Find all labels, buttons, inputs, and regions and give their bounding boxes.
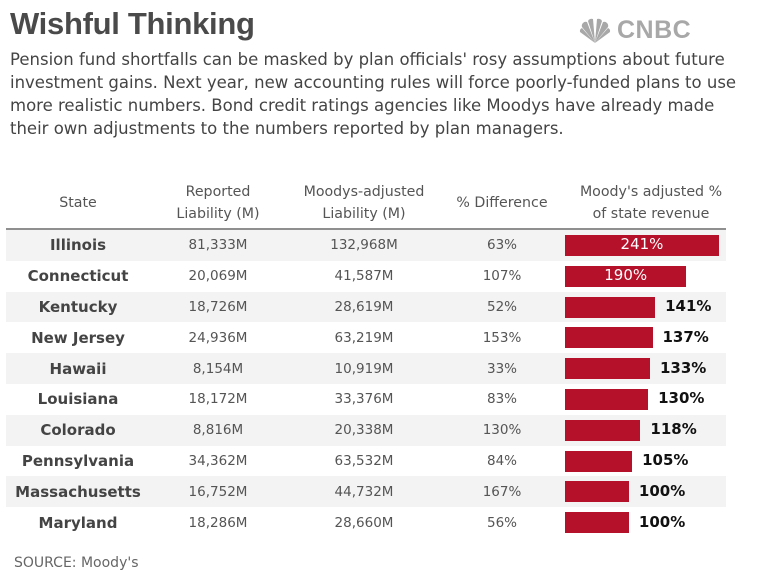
reported-value: 8,816M [192, 422, 244, 439]
revenue-label: 133% [660, 358, 707, 377]
adjusted-value: 63,532M [334, 453, 394, 469]
diff-value: 52% [486, 299, 517, 315]
column-header-line: Reported [185, 184, 251, 200]
revenue-bar [565, 296, 656, 318]
revenue-bar [565, 265, 687, 287]
reported-value: 8,154M [192, 360, 244, 377]
state-name: Massachusetts [15, 482, 141, 501]
revenue-label: 130% [658, 389, 705, 408]
revenue-bar [565, 481, 629, 503]
state-name: Illinois [49, 236, 107, 255]
revenue-bar [565, 234, 719, 256]
revenue-bar [565, 450, 633, 472]
state-name: Kentucky [38, 298, 118, 316]
nbc-peacock-icon [579, 18, 611, 43]
column-header: Moodys-adjusted Liability (M) [284, 181, 444, 225]
revenue-bar [565, 327, 653, 349]
column-header-line: Moody's adjusted % [579, 184, 723, 200]
column-header-line: Liability (M) [176, 206, 260, 222]
diff-value: 83% [486, 391, 517, 408]
column-header-line: of state revenue [592, 206, 710, 222]
revenue-bar [565, 512, 629, 534]
column-header-line: Moodys-adjusted [303, 184, 425, 200]
diff-value: 84% [486, 453, 517, 469]
diff-value: 33% [486, 360, 517, 377]
column-header: Moody's adjusted % of state revenue [556, 181, 746, 225]
revenue-label: 118% [650, 420, 697, 439]
diff-value: 153% [482, 329, 522, 346]
column-header: State [3, 192, 153, 214]
state-name: Colorado [40, 421, 116, 440]
state-name: Maryland [38, 513, 118, 532]
adjusted-value: 41,587M [334, 268, 394, 285]
reported-value: 18,726M [188, 299, 248, 315]
revenue-bar [565, 388, 649, 410]
state-name: Connecticut [27, 267, 129, 286]
diff-value: 130% [482, 422, 522, 439]
adjusted-value: 33,376M [334, 391, 394, 408]
revenue-bar [565, 358, 650, 380]
adjusted-value: 28,660M [334, 514, 394, 531]
cnbc-logo: CNBC [578, 16, 691, 45]
diff-value: 56% [486, 514, 517, 531]
chart-subtitle: Pension fund shortfalls can be masked by… [10, 50, 737, 138]
adjusted-value: 44,732M [334, 483, 394, 500]
diff-value: 167% [482, 483, 522, 500]
adjusted-value: 10,919M [334, 360, 394, 377]
reported-value: 18,286M [188, 514, 248, 531]
reported-value: 18,172M [188, 391, 248, 408]
header-rule [6, 228, 726, 230]
revenue-label: 100% [638, 481, 686, 500]
reported-value: 20,069M [188, 268, 248, 285]
revenue-label: 100% [638, 512, 686, 531]
state-name: Pennsylvania [21, 452, 135, 470]
column-header: Reported Liability (M) [153, 181, 283, 225]
revenue-label: 137% [662, 327, 709, 346]
reported-value: 24,936M [188, 329, 248, 346]
revenue-label: 190% [604, 266, 648, 285]
state-name: Hawaii [49, 359, 107, 378]
diff-value: 107% [482, 268, 522, 285]
source-note: SOURCE: Moody's [14, 555, 139, 571]
diff-value: 63% [486, 237, 517, 254]
adjusted-value: 20,338M [334, 422, 394, 439]
adjusted-value: 28,619M [334, 299, 394, 315]
adjusted-value: 63,219M [334, 329, 394, 346]
state-name: Louisiana [37, 390, 119, 409]
column-header: % Difference [442, 192, 562, 214]
column-header-line: % Difference [456, 195, 548, 211]
reported-value: 16,752M [188, 483, 248, 500]
column-header-line: State [59, 195, 97, 211]
revenue-bar [565, 419, 641, 441]
revenue-label: 141% [665, 297, 712, 315]
reported-value: 34,362M [188, 453, 248, 469]
adjusted-value: 132,968M [330, 237, 398, 254]
column-header-line: Liability (M) [322, 206, 406, 222]
chart-title: Wishful Thinking [10, 6, 255, 41]
state-name: New Jersey [31, 328, 125, 347]
logo-text: CNBC [617, 16, 692, 44]
revenue-label: 105% [642, 451, 689, 469]
reported-value: 81,333M [188, 237, 248, 254]
revenue-label: 241% [620, 235, 664, 254]
